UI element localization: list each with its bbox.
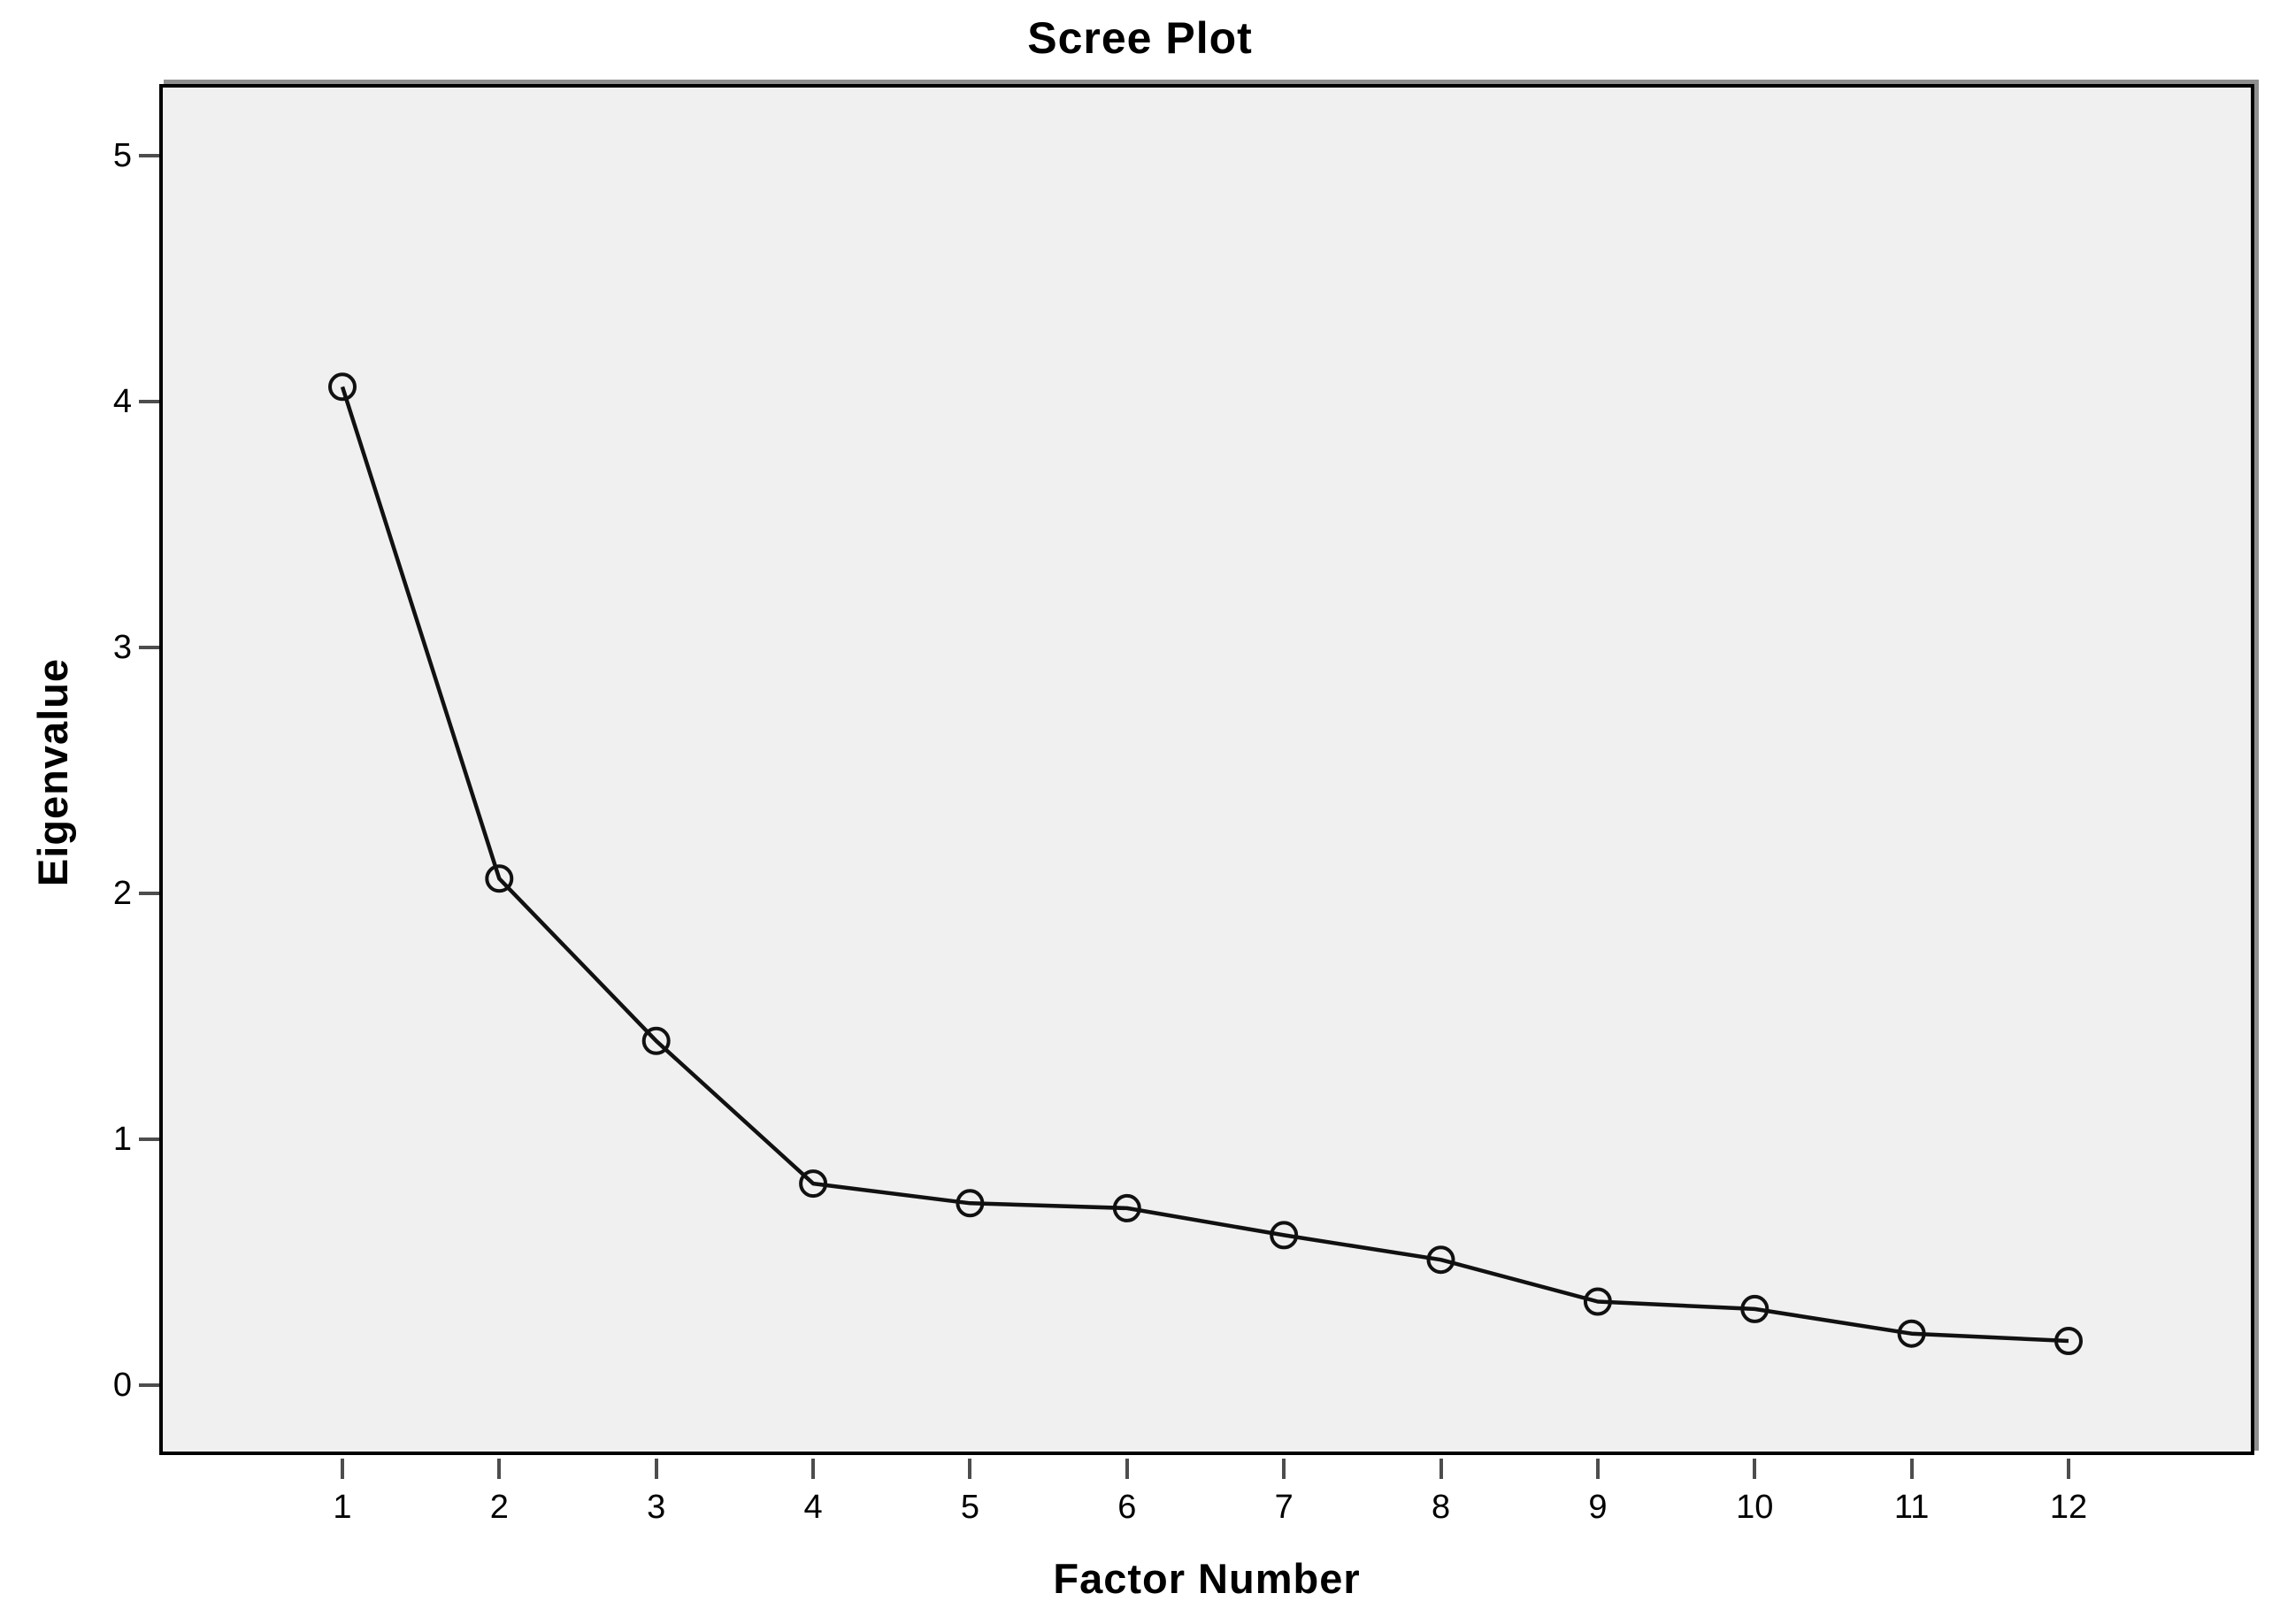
data-point-marker-factor-6 xyxy=(1112,1193,1141,1222)
y-tick-mark xyxy=(139,153,159,157)
data-point-marker-factor-10 xyxy=(1740,1294,1769,1323)
x-tick-label: 4 xyxy=(803,1489,823,1526)
x-tick-label: 9 xyxy=(1588,1489,1608,1526)
x-tick-mark xyxy=(811,1459,816,1479)
data-point-marker-factor-11 xyxy=(1897,1319,1926,1348)
x-tick-label: 7 xyxy=(1274,1489,1294,1526)
x-tick-mark xyxy=(968,1459,972,1479)
y-tick-label: 5 xyxy=(112,136,132,174)
y-tick-mark xyxy=(139,645,159,649)
data-point-marker-factor-12 xyxy=(2054,1327,2083,1355)
data-point-marker-factor-2 xyxy=(485,864,514,893)
x-tick-label: 12 xyxy=(2049,1489,2088,1526)
data-point-marker-factor-1 xyxy=(328,372,357,402)
x-tick-mark xyxy=(340,1459,344,1479)
x-tick-label: 1 xyxy=(333,1489,352,1526)
y-tick-label: 1 xyxy=(112,1121,132,1158)
x-tick-mark xyxy=(497,1459,502,1479)
scree-line-chart xyxy=(328,372,2083,1355)
x-tick-label: 6 xyxy=(1117,1489,1137,1526)
y-tick-label: 2 xyxy=(112,874,132,912)
x-tick-mark xyxy=(2066,1459,2070,1479)
y-tick-mark xyxy=(139,1138,159,1141)
y-tick-mark xyxy=(139,1383,159,1388)
y-tick-label: 3 xyxy=(112,628,132,666)
x-tick-label: 3 xyxy=(647,1489,666,1526)
x-axis-label: Factor Number xyxy=(1053,1555,1361,1602)
data-point-marker-factor-4 xyxy=(799,1169,828,1199)
y-axis-label: Eigenvalue xyxy=(29,657,76,887)
x-tick-mark xyxy=(1909,1459,1914,1479)
data-point-marker-factor-9 xyxy=(1583,1287,1612,1316)
x-tick-mark xyxy=(654,1459,658,1479)
data-point-marker-factor-3 xyxy=(641,1026,671,1055)
scree-polyline xyxy=(340,386,2069,1344)
x-tick-mark xyxy=(1125,1459,1129,1479)
data-point-marker-factor-5 xyxy=(956,1189,985,1218)
y-tick-mark xyxy=(139,891,159,895)
x-tick-label: 5 xyxy=(960,1489,979,1526)
data-point-marker-factor-8 xyxy=(1426,1245,1455,1275)
x-tick-label: 10 xyxy=(1736,1489,1774,1526)
chart-title: Scree Plot xyxy=(1027,13,1253,63)
x-tick-label: 2 xyxy=(489,1489,509,1526)
y-tick-label: 4 xyxy=(112,382,132,420)
data-point-marker-factor-7 xyxy=(1270,1221,1299,1250)
x-tick-mark xyxy=(1439,1459,1443,1479)
x-tick-mark xyxy=(1753,1459,1757,1479)
plot-area xyxy=(159,84,2254,1455)
y-tick-mark xyxy=(139,399,159,403)
y-tick-label: 0 xyxy=(112,1367,132,1405)
x-tick-label: 11 xyxy=(1893,1489,1930,1526)
x-tick-mark xyxy=(1595,1459,1600,1479)
x-tick-label: 8 xyxy=(1431,1489,1451,1526)
x-tick-mark xyxy=(1282,1459,1286,1479)
